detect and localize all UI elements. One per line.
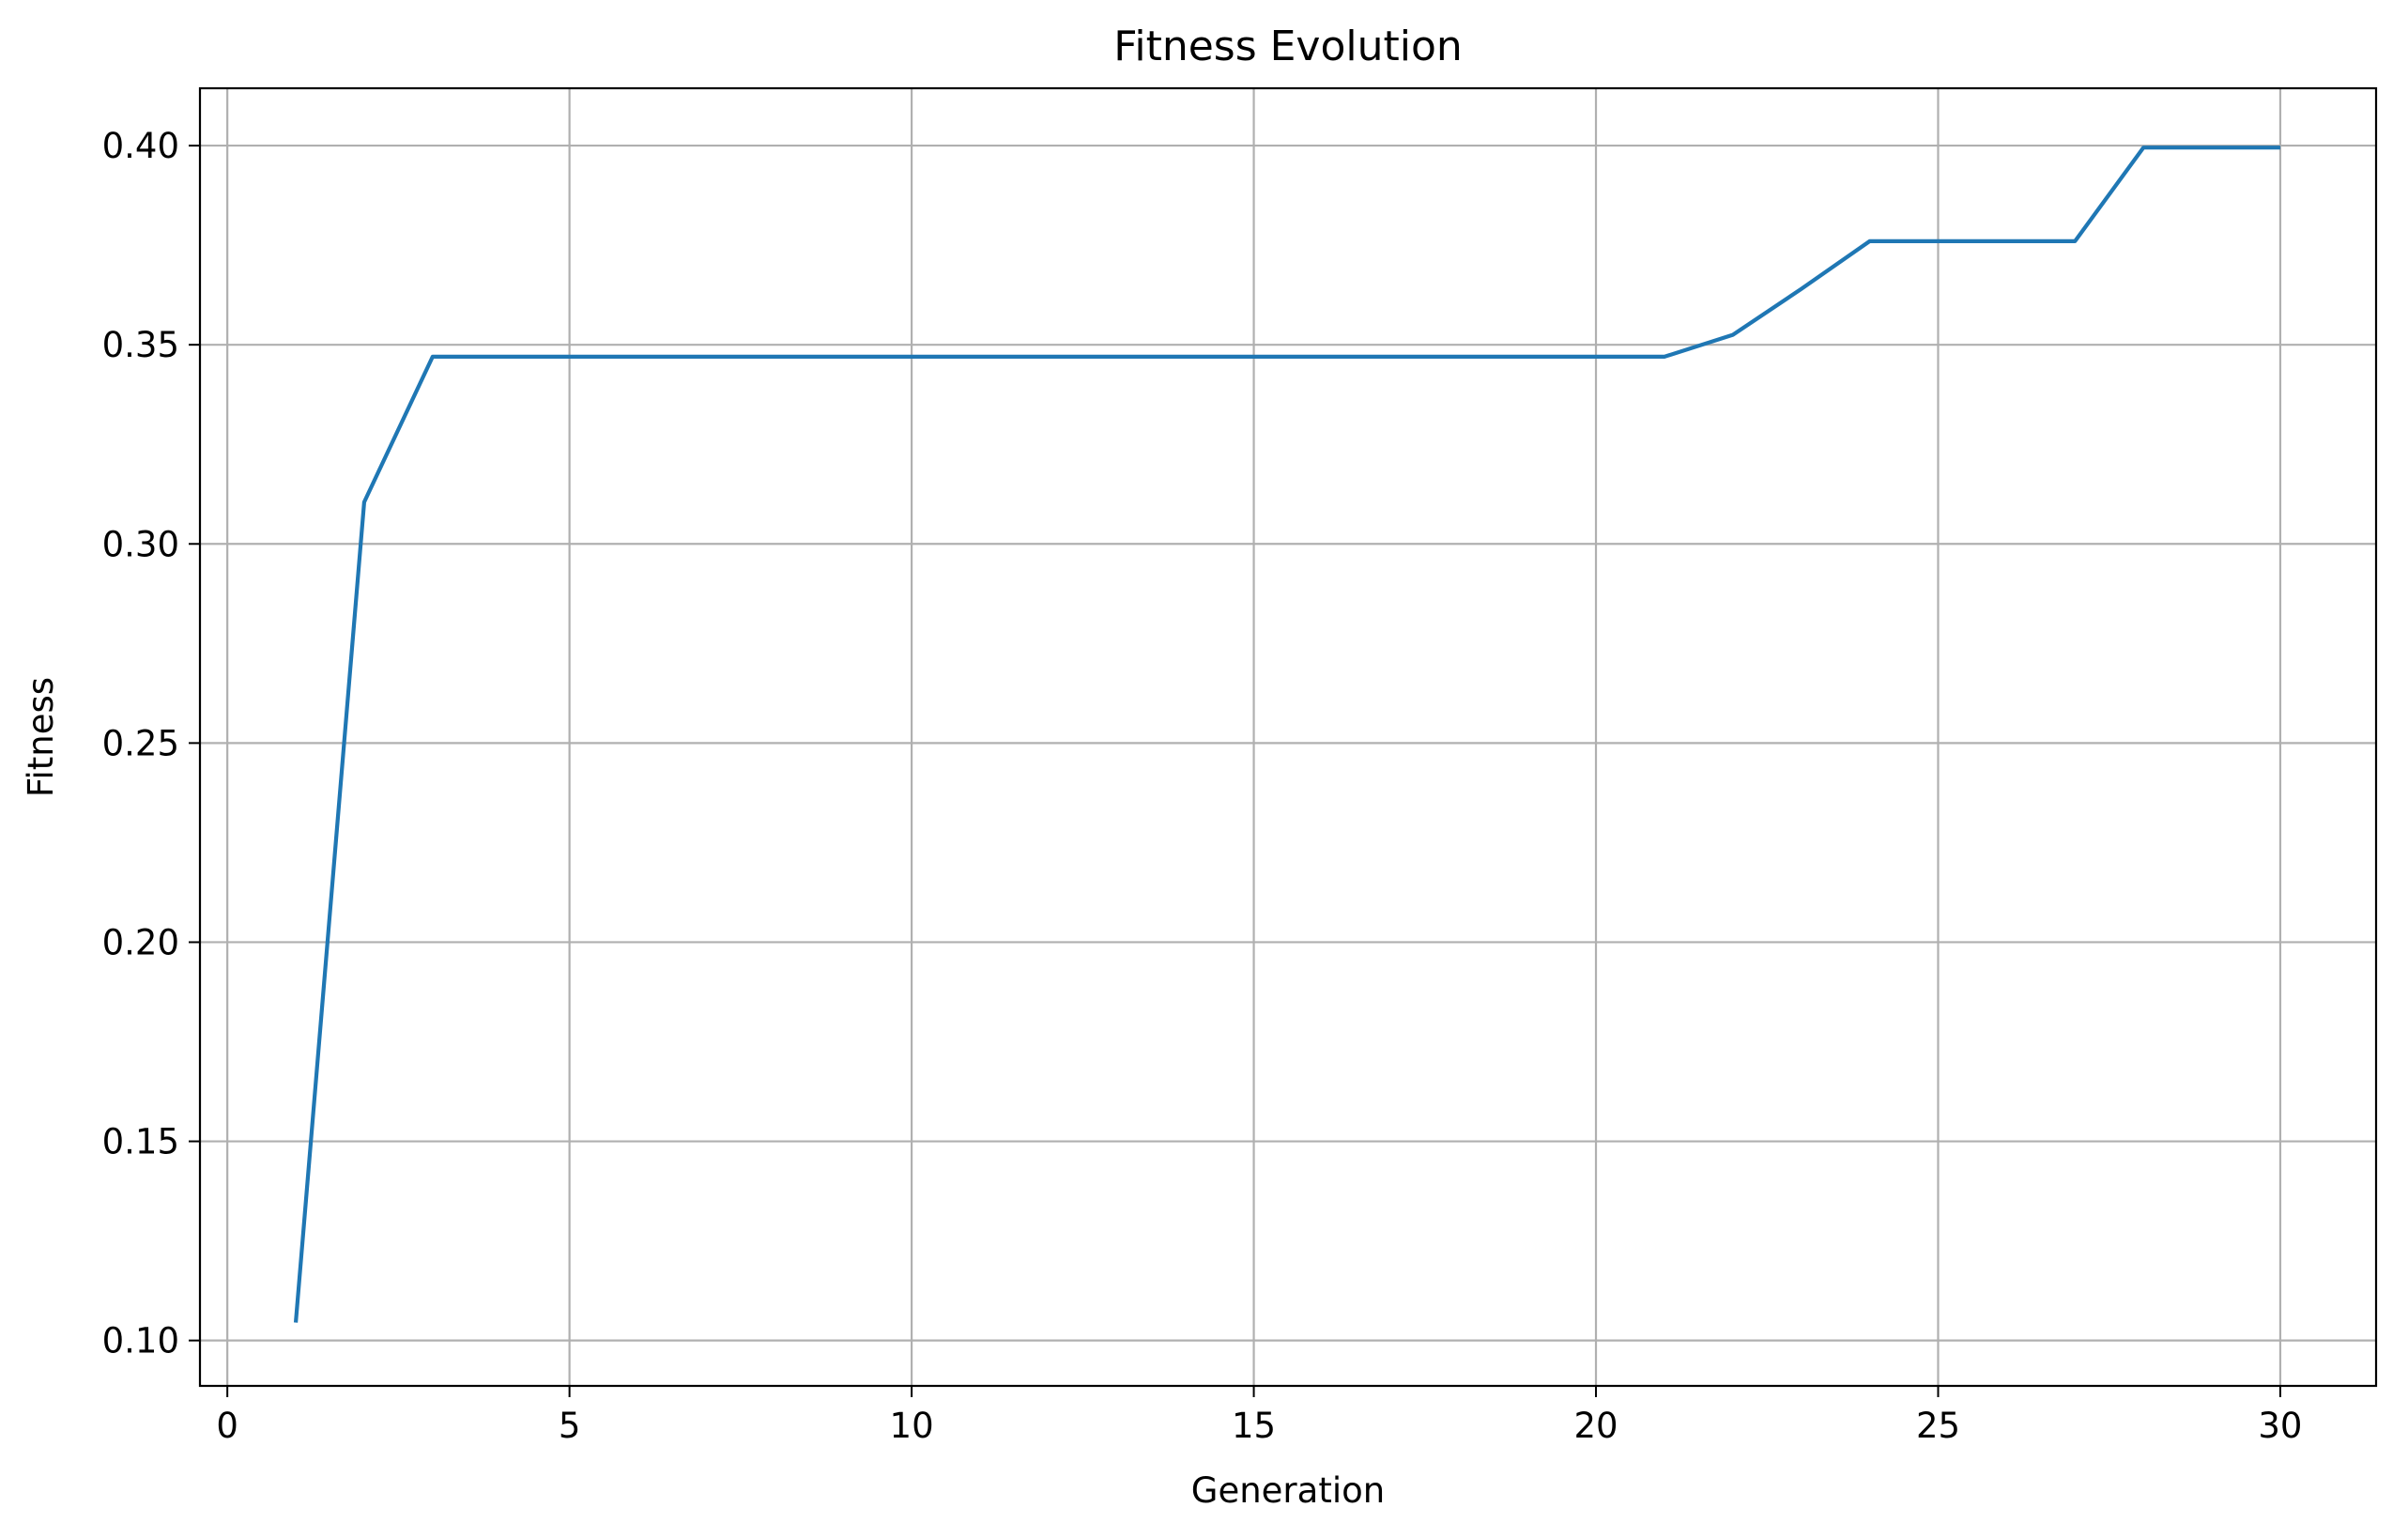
- x-axis-label: Generation: [1191, 1470, 1385, 1511]
- x-tick-label: 25: [1916, 1406, 1960, 1446]
- y-tick-label: 0.30: [102, 524, 179, 564]
- fitness-series-line: [293, 146, 2280, 1323]
- x-tick-label: 10: [890, 1406, 934, 1446]
- axis-ticks: 0 5 10 15 20 25 30 0.10 0.15 0.20 0.25 0.30 0.35 0.40: [102, 126, 2303, 1446]
- y-tick-label: 0.40: [102, 126, 179, 166]
- y-tick-label: 0.20: [102, 922, 179, 962]
- chart-title: Fitness Evolution: [1113, 23, 1463, 70]
- y-axis-label: Fitness: [21, 677, 61, 797]
- y-tick-label: 0.15: [102, 1122, 179, 1162]
- series-layer: [293, 146, 2280, 1323]
- plot-area-frame: [198, 86, 2378, 1388]
- x-tick-label: 5: [559, 1406, 581, 1446]
- y-tick-label: 0.35: [102, 325, 179, 365]
- x-tick-label: 20: [1573, 1406, 1618, 1446]
- y-tick-label: 0.25: [102, 723, 179, 763]
- x-tick-label: 15: [1232, 1406, 1276, 1446]
- y-tick-label: 0.10: [102, 1321, 179, 1361]
- grid: [200, 88, 2376, 1386]
- x-tick-label: 30: [2258, 1406, 2302, 1446]
- x-tick-label: 0: [216, 1406, 238, 1446]
